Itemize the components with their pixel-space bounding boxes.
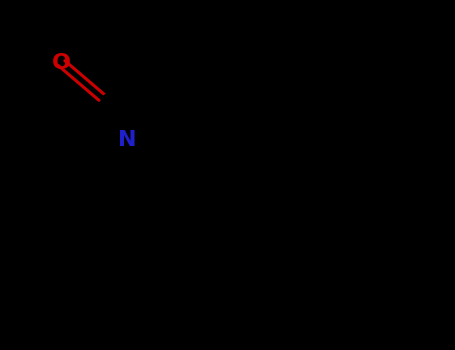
Text: O: O	[52, 53, 71, 73]
Text: N: N	[118, 130, 136, 150]
